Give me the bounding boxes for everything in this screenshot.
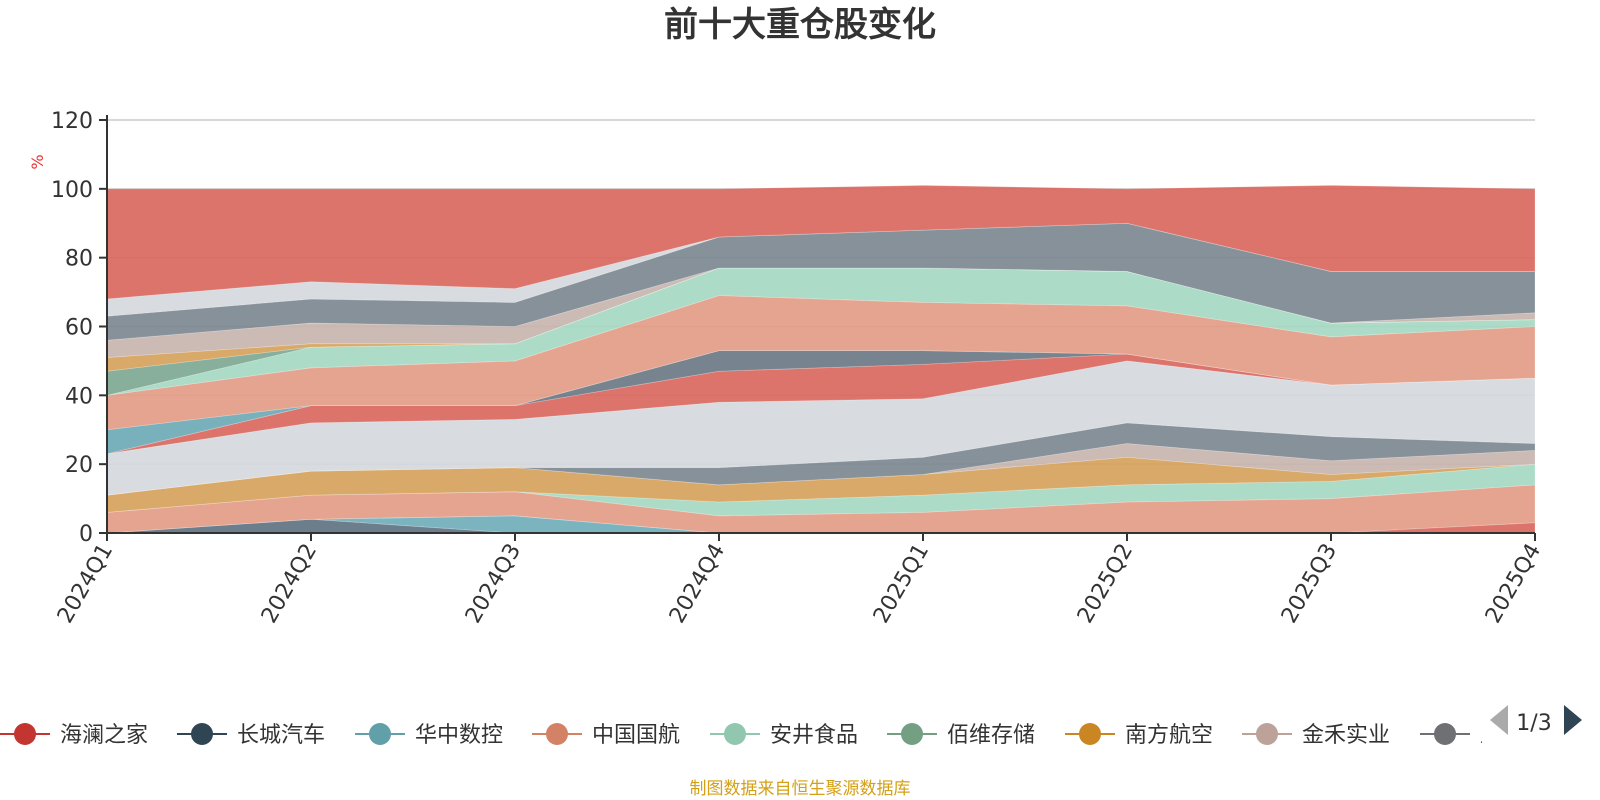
area-layer-19 bbox=[106, 184, 1536, 300]
x-tick-label: 2025Q3 bbox=[1277, 540, 1342, 628]
y-tick-label: 40 bbox=[65, 384, 93, 409]
legend-marker bbox=[901, 723, 923, 745]
area-layer-6 bbox=[106, 443, 1536, 496]
legend-items: 海澜之家 长城汽车 华中数控 中国国航 安井食品 佰维存储 南方航空 金禾实业 立 bbox=[0, 723, 1502, 748]
area-layer-2 bbox=[106, 515, 1536, 534]
chart-title: 前十大重仓股变化 bbox=[664, 5, 936, 45]
y-tick-label: 100 bbox=[51, 178, 93, 203]
legend-label: 金禾实业 bbox=[1302, 723, 1390, 748]
y-tick-label: 60 bbox=[65, 316, 93, 341]
legend-label: 中国国航 bbox=[592, 723, 680, 748]
legend-label: 海澜之家 bbox=[60, 723, 148, 748]
legend-label: 安井食品 bbox=[770, 723, 858, 748]
x-tick-label: 2024Q4 bbox=[665, 540, 730, 628]
x-tick-label: 2024Q1 bbox=[53, 540, 118, 628]
legend-prev-icon[interactable] bbox=[1490, 705, 1508, 735]
legend-label: 立 bbox=[1480, 723, 1502, 748]
legend-item[interactable]: 海澜之家 bbox=[0, 723, 148, 748]
legend-item[interactable]: 南方航空 bbox=[1065, 723, 1213, 748]
legend-marker bbox=[14, 723, 36, 745]
legend-item[interactable]: 立 bbox=[1420, 723, 1502, 748]
legend-item[interactable]: 金禾实业 bbox=[1242, 723, 1390, 748]
x-tick-label: 2024Q2 bbox=[257, 540, 322, 628]
legend-label: 长城汽车 bbox=[237, 723, 325, 748]
legend-marker bbox=[724, 723, 746, 745]
legend-label: 佰维存储 bbox=[947, 723, 1035, 748]
legend-item[interactable]: 华中数控 bbox=[355, 723, 503, 748]
legend: 海澜之家 长城汽车 华中数控 中国国航 安井食品 佰维存储 南方航空 金禾实业 立 bbox=[0, 723, 1502, 748]
area-layer-3 bbox=[106, 484, 1536, 534]
area-layer-8 bbox=[106, 360, 1536, 496]
x-tick-label: 2025Q1 bbox=[869, 540, 934, 628]
legend-marker bbox=[369, 723, 391, 745]
x-tick-label: 2025Q4 bbox=[1481, 540, 1546, 628]
legend-label: 华中数控 bbox=[415, 723, 503, 748]
x-tick-label: 2025Q2 bbox=[1073, 540, 1138, 628]
source-note: 制图数据来自恒生聚源数据库 bbox=[690, 779, 911, 799]
legend-marker bbox=[191, 723, 213, 745]
legend-marker bbox=[546, 723, 568, 745]
y-tick-label: 0 bbox=[79, 522, 93, 547]
legend-next-icon[interactable] bbox=[1564, 705, 1582, 735]
legend-label: 南方航空 bbox=[1125, 723, 1213, 748]
legend-marker bbox=[1434, 723, 1456, 745]
y-tick-label: 80 bbox=[65, 247, 93, 272]
legend-item[interactable]: 安井食品 bbox=[710, 723, 858, 748]
x-tick-label: 2024Q3 bbox=[461, 540, 526, 628]
legend-item[interactable]: 中国国航 bbox=[532, 723, 680, 748]
area-layer-5 bbox=[106, 456, 1536, 513]
area-series bbox=[106, 184, 1536, 534]
legend-marker bbox=[1256, 723, 1278, 745]
legend-page-indicator: 1/3 bbox=[1516, 711, 1551, 736]
y-axis-unit: % bbox=[28, 154, 47, 169]
y-tick-label: 120 bbox=[51, 109, 93, 134]
legend-item[interactable]: 佰维存储 bbox=[887, 723, 1035, 748]
y-tick-label: 20 bbox=[65, 453, 93, 478]
legend-item[interactable]: 长城汽车 bbox=[177, 723, 325, 748]
legend-marker bbox=[1079, 723, 1101, 745]
